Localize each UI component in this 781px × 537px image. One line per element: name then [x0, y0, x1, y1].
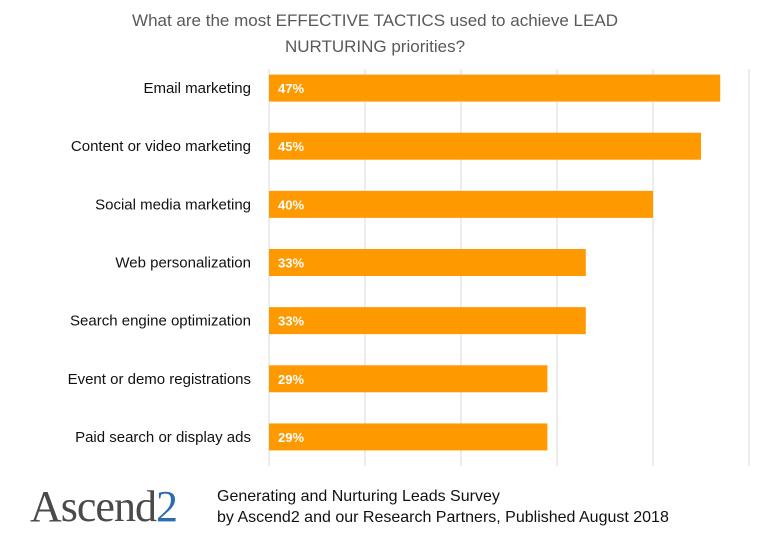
data-label-3: 33% [278, 256, 304, 271]
ascend2-logo: Ascend2 [30, 482, 178, 531]
bar-5 [269, 365, 548, 393]
category-label-0: Email marketing [143, 80, 251, 97]
bar-4 [269, 307, 586, 335]
category-label-5: Event or demo registrations [68, 371, 251, 388]
data-label-4: 33% [278, 314, 304, 329]
chart-title-line-1: What are the most EFFECTIVE TACTICS used… [132, 11, 618, 30]
data-label-0: 47% [278, 81, 304, 96]
bar-2 [269, 190, 653, 218]
source-line-2: by Ascend2 and our Research Partners, Pu… [217, 509, 669, 526]
data-label-2: 40% [278, 197, 304, 212]
data-label-6: 29% [278, 430, 304, 445]
chart-title: What are the most EFFECTIVE TACTICS used… [120, 8, 630, 60]
bar-chart: 47% Email marketing 45% Content or video ma… [68, 69, 750, 466]
data-label-1: 45% [278, 139, 304, 154]
category-label-1: Content or video marketing [71, 138, 251, 155]
source-line-1: Generating and Nurturing Leads Survey [217, 488, 500, 505]
bar-1 [269, 132, 701, 160]
category-label-2: Social media marketing [95, 196, 251, 213]
bar-0 [269, 74, 721, 102]
chart-title-line-2: NURTURING priorities? [284, 37, 466, 56]
source-note: Generating and Nurturing Leads Survey by… [217, 486, 669, 528]
bar-3 [269, 249, 586, 276]
category-label-3: Web personalization [115, 255, 251, 272]
category-label-6: Paid search or display ads [75, 429, 251, 446]
bar-6 [269, 423, 548, 451]
data-label-5: 29% [278, 372, 304, 387]
category-label-4: Search engine optimization [70, 313, 251, 330]
